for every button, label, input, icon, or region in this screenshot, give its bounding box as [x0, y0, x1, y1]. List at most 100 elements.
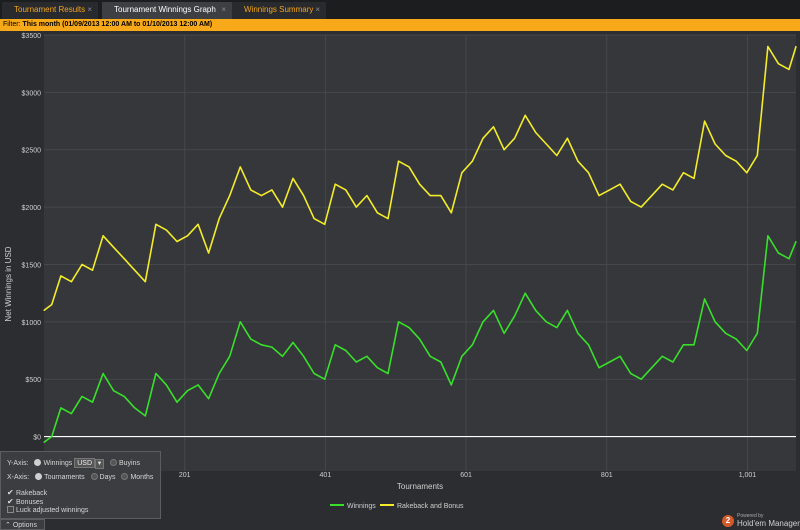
data-point — [450, 212, 452, 214]
data-point — [725, 154, 727, 157]
data-point — [524, 114, 526, 116]
data-point — [334, 344, 336, 346]
data-point — [186, 235, 189, 237]
data-point — [218, 372, 220, 375]
data-point — [345, 189, 347, 191]
data-point — [355, 361, 357, 363]
plot-area — [44, 35, 796, 471]
data-point — [619, 355, 621, 357]
data-point — [229, 195, 231, 197]
data-point — [703, 298, 706, 300]
data-point — [566, 309, 568, 311]
chevron-up-icon: ⌃ — [5, 522, 11, 529]
data-point — [165, 384, 168, 386]
tab-winnings-summary[interactable]: Winnings Summary × — [232, 2, 326, 19]
currency-select[interactable]: USD — [74, 458, 96, 468]
series-group — [43, 45, 797, 443]
data-point — [302, 355, 305, 357]
data-point — [767, 45, 769, 48]
data-point — [651, 367, 653, 369]
tab-label: Tournament Winnings Graph — [114, 5, 216, 14]
data-point — [503, 332, 505, 334]
data-point — [102, 372, 104, 375]
data-point — [387, 372, 389, 375]
winnings-radio[interactable] — [34, 459, 42, 466]
buyins-radio[interactable] — [109, 459, 117, 466]
options-panel: Y-Axis: Winnings USD ▼ Buyins X-Axis: Tou… — [0, 451, 161, 519]
data-point — [144, 281, 146, 283]
y-tick-label: $2500 — [22, 148, 42, 155]
data-point — [165, 229, 168, 231]
data-point — [239, 321, 241, 323]
y-tick-label: $3000 — [22, 90, 42, 97]
filter-bar[interactable]: Filter: This month (01/09/2013 12:00 AM … — [0, 19, 800, 31]
data-point — [440, 195, 442, 197]
y-tick-label: $1000 — [22, 320, 42, 327]
y-axis-option-label: Y-Axis: — [7, 460, 29, 467]
data-point — [767, 235, 769, 237]
data-point — [651, 195, 653, 197]
data-point — [292, 177, 294, 180]
checkbox-empty-icon — [7, 506, 14, 513]
data-point — [239, 166, 241, 168]
y-tick-label: $3500 — [22, 33, 42, 40]
close-icon[interactable]: × — [221, 5, 226, 14]
legend-label-winnings: Winnings — [347, 503, 376, 510]
rakeback-checkbox[interactable]: ✔ Rakeback — [7, 488, 47, 498]
data-point — [366, 355, 368, 357]
data-point — [492, 309, 495, 311]
checkmark-icon: ✔ — [7, 488, 14, 497]
data-point — [608, 189, 611, 191]
data-point — [208, 398, 210, 400]
data-point — [366, 195, 368, 197]
data-point — [587, 172, 590, 174]
tab-tournament-winnings-graph[interactable]: Tournament Winnings Graph × — [102, 2, 232, 19]
data-point — [281, 206, 284, 208]
data-point — [397, 160, 400, 162]
data-point — [408, 166, 410, 168]
close-icon[interactable]: × — [315, 5, 320, 14]
days-radio-label: Days — [99, 474, 116, 481]
data-point — [408, 326, 410, 329]
data-point — [788, 68, 790, 71]
tab-bar: Tournament Results × Tournament Winnings… — [0, 0, 800, 19]
options-toggle-button[interactable]: ⌃ Options — [0, 519, 45, 530]
data-point — [218, 217, 220, 220]
data-point — [545, 143, 547, 145]
data-point — [250, 189, 252, 191]
data-point — [788, 258, 790, 260]
bonuses-checkbox[interactable]: ✔ Bonuses — [7, 497, 43, 507]
close-icon[interactable]: × — [87, 5, 92, 14]
x-axis-row: X-Axis: Tournaments Days Months — [7, 473, 153, 483]
data-point — [419, 183, 421, 185]
data-point — [682, 344, 685, 346]
buyins-radio-label: Buyins — [118, 460, 140, 467]
data-point — [324, 223, 326, 225]
tab-label: Tournament Results — [14, 5, 86, 14]
data-point — [672, 361, 674, 363]
months-radio[interactable] — [121, 473, 129, 480]
luck-adjusted-checkbox[interactable]: Luck adjusted winnings — [7, 506, 88, 516]
data-point — [714, 143, 716, 145]
data-point — [640, 378, 642, 380]
x-axis-option-label: X-Axis: — [7, 474, 30, 481]
data-point — [91, 269, 94, 271]
winnings-chart: $3500 $3000 $2500 $2000 $1500 $1000 $500 $0 201… — [0, 31, 800, 530]
data-point — [661, 355, 663, 357]
days-radio[interactable] — [90, 473, 98, 480]
data-point — [514, 137, 516, 139]
data-point — [461, 172, 463, 174]
tab-tournament-results[interactable]: Tournament Results × — [2, 2, 98, 19]
data-point — [587, 344, 590, 346]
filter-value: This month (01/09/2013 12:00 AM to 01/10… — [22, 21, 213, 28]
data-point — [471, 344, 474, 346]
data-point — [471, 160, 474, 162]
data-point — [429, 195, 431, 197]
months-radio-label: Months — [130, 474, 154, 481]
data-point — [134, 407, 136, 409]
data-point — [155, 372, 157, 375]
tournaments-radio[interactable] — [35, 473, 43, 480]
chevron-down-icon[interactable]: ▼ — [95, 459, 105, 469]
data-point — [123, 258, 125, 260]
data-point — [693, 344, 695, 346]
